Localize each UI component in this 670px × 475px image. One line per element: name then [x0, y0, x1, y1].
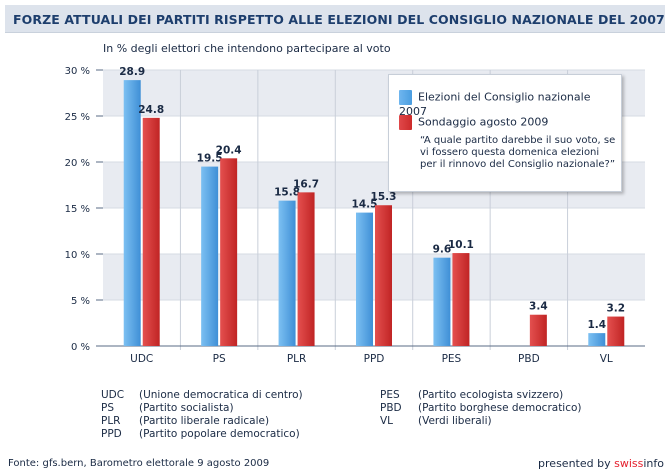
- y-tick-label: 10 %: [65, 250, 90, 261]
- data-label: 24.8: [138, 104, 164, 116]
- abbreviation-item: VL (Verdi liberali): [380, 415, 492, 427]
- brand-swiss: swiss: [614, 457, 644, 470]
- bar-chart: 0 % 5 % 10 % 15 % 20 % 25 % 30 % UDC 28.9 24.8 PS 1…: [65, 66, 645, 365]
- data-label: 16.7: [293, 178, 319, 190]
- bar-2007: [201, 166, 219, 346]
- presented-by: presented by swissinfo: [538, 457, 664, 470]
- x-category-label: PPD: [364, 353, 385, 365]
- data-label: 15.3: [371, 191, 397, 203]
- abbreviation-code: PBD: [380, 402, 402, 414]
- data-label: 3.2: [606, 303, 625, 315]
- abbreviation-code: VL: [380, 415, 394, 427]
- bar-2009: [452, 253, 470, 346]
- y-tick-label: 25 %: [65, 112, 90, 123]
- bar-2009: [529, 314, 547, 346]
- abbreviation-name: (Verdi liberali): [418, 415, 492, 427]
- bar-2009: [220, 158, 238, 346]
- data-label: 19.5: [197, 153, 223, 165]
- legend-swatch-red: [399, 115, 412, 130]
- data-label: 1.4: [587, 319, 606, 331]
- y-tick-label: 0 %: [71, 342, 90, 353]
- abbreviation-code: UDC: [101, 389, 125, 401]
- bar-2007: [356, 212, 373, 346]
- abbreviation-code: PS: [101, 402, 114, 414]
- x-category-label: PS: [213, 353, 226, 365]
- data-label: 3.4: [529, 301, 548, 313]
- chart-subtitle: In % degli elettori che intendono partec…: [103, 42, 391, 55]
- bar-2009: [607, 316, 625, 346]
- legend-item-2009: Sondaggio agosto 2009: [399, 115, 548, 130]
- abbreviation-code: PES: [380, 389, 400, 401]
- bar-2009: [297, 192, 315, 346]
- data-label: 14.5: [352, 199, 378, 211]
- bar-2007: [278, 200, 296, 346]
- y-tick-label: 20 %: [65, 158, 90, 169]
- bar-2007: [588, 333, 606, 346]
- abbreviation-code: PPD: [101, 428, 122, 440]
- x-category-label: PLR: [287, 353, 306, 365]
- data-label: 10.1: [448, 239, 474, 251]
- abbreviation-name: (Partito ecologista svizzero): [418, 389, 564, 401]
- legend-item-2007: Elezioni del Consiglio nazionale 2007: [399, 90, 621, 118]
- data-label: 9.6: [433, 244, 452, 256]
- presented-prefix: presented by: [538, 457, 615, 470]
- bar-2007: [433, 257, 451, 346]
- legend-label-2007: Elezioni del Consiglio nazionale 2007: [399, 90, 591, 119]
- legend-label-2009: Sondaggio agosto 2009: [418, 115, 549, 129]
- bar-2009: [375, 205, 392, 346]
- survey-question: “A quale partito darebbe il suo voto, se…: [420, 135, 616, 170]
- y-tick-label: 5 %: [71, 296, 90, 307]
- abbreviation-item: PES (Partito ecologista svizzero): [380, 389, 563, 401]
- y-tick-label: 15 %: [65, 204, 90, 215]
- y-tick-label: 30 %: [65, 66, 90, 77]
- source-note: Fonte: gfs.bern, Barometro elettorale 9 …: [8, 458, 270, 469]
- abbreviation-item: UDC (Unione democratica di centro): [101, 389, 303, 401]
- x-category-label: VL: [600, 353, 613, 365]
- x-category-label: UDC: [130, 353, 153, 365]
- abbreviation-name: (Partito borghese democratico): [418, 402, 582, 414]
- data-label: 15.8: [274, 187, 300, 199]
- bar-2007: [123, 80, 141, 347]
- x-category-label: PBD: [518, 353, 540, 365]
- data-label: 28.9: [119, 66, 145, 78]
- abbreviation-item: PPD (Partito popolare democratico): [101, 428, 300, 440]
- data-label: 20.4: [216, 144, 242, 156]
- title-bar: FORZE ATTUALI DEI PARTITI RISPETTO ALLE …: [5, 5, 665, 33]
- abbreviation-item: PBD (Partito borghese democratico): [380, 402, 582, 414]
- legend: Elezioni del Consiglio nazionale 2007 So…: [388, 74, 622, 192]
- abbreviation-code: PLR: [101, 415, 121, 427]
- abbreviation-name: (Unione democratica di centro): [139, 389, 303, 401]
- grid-band: [103, 254, 645, 300]
- chart-title: FORZE ATTUALI DEI PARTITI RISPETTO ALLE …: [13, 12, 665, 27]
- bar-2009: [142, 117, 160, 346]
- brand-info: info: [643, 457, 664, 470]
- abbreviation-name: (Partito popolare democratico): [139, 428, 300, 440]
- abbreviation-item: PS (Partito socialista): [101, 402, 234, 414]
- abbreviation-name: (Partito socialista): [139, 402, 234, 414]
- legend-swatch-blue: [399, 90, 412, 105]
- abbreviation-name: (Partito liberale radicale): [139, 415, 270, 427]
- x-category-label: PES: [442, 353, 462, 365]
- abbreviation-item: PLR (Partito liberale radicale): [101, 415, 269, 427]
